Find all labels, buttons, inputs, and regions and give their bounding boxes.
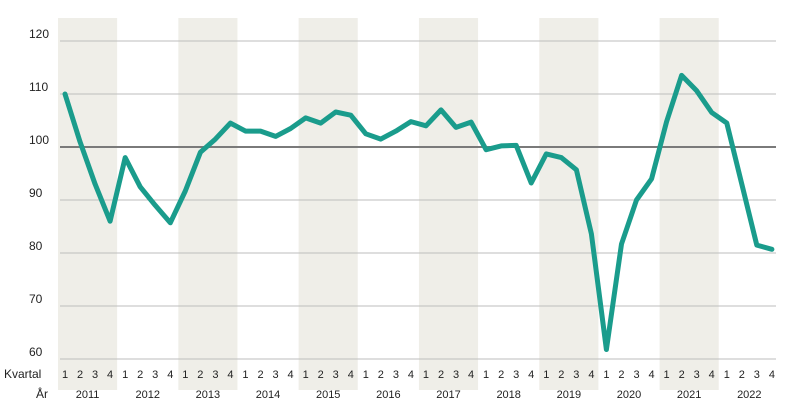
quarter-label-2012-q4: 4 — [167, 369, 173, 381]
quarter-label-2019-q3: 3 — [573, 369, 579, 381]
year-band-2015 — [298, 18, 358, 390]
gridlines — [60, 40, 776, 360]
quarter-label-2017-q2: 2 — [438, 369, 444, 381]
year-label-2018: 2018 — [496, 389, 520, 401]
quarter-label-2011-q3: 3 — [92, 369, 98, 381]
quarter-label-2016-q4: 4 — [408, 369, 414, 381]
quarter-label-2012-q1: 1 — [122, 369, 128, 381]
quarter-label-2017-q4: 4 — [468, 369, 474, 381]
year-label-2016: 2016 — [376, 389, 400, 401]
quarter-label-2014-q3: 3 — [272, 369, 278, 381]
quarter-label-2022-q3: 3 — [754, 369, 760, 381]
y-tick-80: 80 — [29, 239, 43, 253]
year-row-label: År — [36, 386, 48, 401]
quarter-label-2011-q2: 2 — [77, 369, 83, 381]
quarter-label-2011-q4: 4 — [107, 369, 113, 381]
quarter-label-2014-q1: 1 — [242, 369, 248, 381]
year-bands — [58, 18, 719, 390]
quarter-label-2022-q2: 2 — [739, 369, 745, 381]
quarter-label-2018-q1: 1 — [483, 369, 489, 381]
quarter-label-2016-q2: 2 — [378, 369, 384, 381]
quarter-label-2020-q1: 1 — [603, 369, 609, 381]
year-label-2012: 2012 — [135, 389, 159, 401]
quarter-label-2013-q2: 2 — [197, 369, 203, 381]
quarter-label-2015-q1: 1 — [303, 369, 309, 381]
quarter-label-2021-q2: 2 — [679, 369, 685, 381]
quarter-label-2018-q2: 2 — [498, 369, 504, 381]
year-band-2019 — [539, 18, 599, 390]
quarter-label-2015-q2: 2 — [318, 369, 324, 381]
year-label-2014: 2014 — [256, 389, 280, 401]
year-label-2017: 2017 — [436, 389, 460, 401]
y-axis-tick-labels: 60 70 80 90 100 110 120 — [29, 27, 49, 359]
quarter-label-2015-q3: 3 — [333, 369, 339, 381]
quarter-label-2012-q3: 3 — [152, 369, 158, 381]
quarter-label-2020-q2: 2 — [618, 369, 624, 381]
year-label-2022: 2022 — [737, 389, 761, 401]
quarter-label-2022-q1: 1 — [724, 369, 730, 381]
quarter-label-2021-q3: 3 — [694, 369, 700, 381]
quarter-label-2013-q4: 4 — [227, 369, 233, 381]
year-tick-labels: 2011 2012 2013 2014 2015 2016 2017 2018 2019 2020… — [76, 389, 762, 401]
year-label-2020: 2020 — [617, 389, 641, 401]
index-series-line — [62, 72, 775, 352]
quarter-label-2017-q3: 3 — [453, 369, 459, 381]
year-label-2013: 2013 — [196, 389, 220, 401]
quarter-label-2019-q4: 4 — [588, 369, 594, 381]
quarter-label-2020-q3: 3 — [633, 369, 639, 381]
quarter-label-2016-q1: 1 — [363, 369, 369, 381]
y-tick-70: 70 — [29, 292, 43, 306]
quarter-label-2021-q4: 4 — [709, 369, 715, 381]
quarter-label-2018-q3: 3 — [513, 369, 519, 381]
quarter-label-2012-q2: 2 — [137, 369, 143, 381]
quarter-label-2020-q4: 4 — [648, 369, 654, 381]
y-tick-90: 90 — [29, 186, 43, 200]
quarter-label-2013-q1: 1 — [182, 369, 188, 381]
year-band-2021 — [659, 18, 719, 390]
quarter-label-2013-q3: 3 — [212, 369, 218, 381]
quarter-label-2016-q3: 3 — [393, 369, 399, 381]
y-tick-60: 60 — [29, 345, 43, 359]
year-label-2019: 2019 — [557, 389, 581, 401]
quarter-label-2015-q4: 4 — [348, 369, 354, 381]
y-tick-120: 120 — [29, 27, 49, 41]
quarter-row-label: Kvartal — [4, 367, 41, 381]
year-label-2011: 2011 — [76, 389, 100, 401]
quarter-label-2014-q2: 2 — [257, 369, 263, 381]
quarter-label-2022-q4: 4 — [769, 369, 775, 381]
quarter-label-2018-q4: 4 — [528, 369, 534, 381]
quarter-label-2014-q4: 4 — [288, 369, 294, 381]
year-band-2011 — [58, 18, 118, 390]
quarter-label-2019-q2: 2 — [558, 369, 564, 381]
quarter-label-2017-q1: 1 — [423, 369, 429, 381]
year-band-2013 — [178, 18, 238, 390]
year-label-2015: 2015 — [316, 389, 340, 401]
year-band-2017 — [418, 18, 479, 390]
quarter-label-2011-q1: 1 — [62, 369, 68, 381]
year-label-2021: 2021 — [677, 389, 701, 401]
y-tick-100: 100 — [29, 133, 49, 147]
y-tick-110: 110 — [29, 80, 48, 94]
quarter-label-2021-q1: 1 — [664, 369, 670, 381]
quarter-label-2019-q1: 1 — [543, 369, 549, 381]
